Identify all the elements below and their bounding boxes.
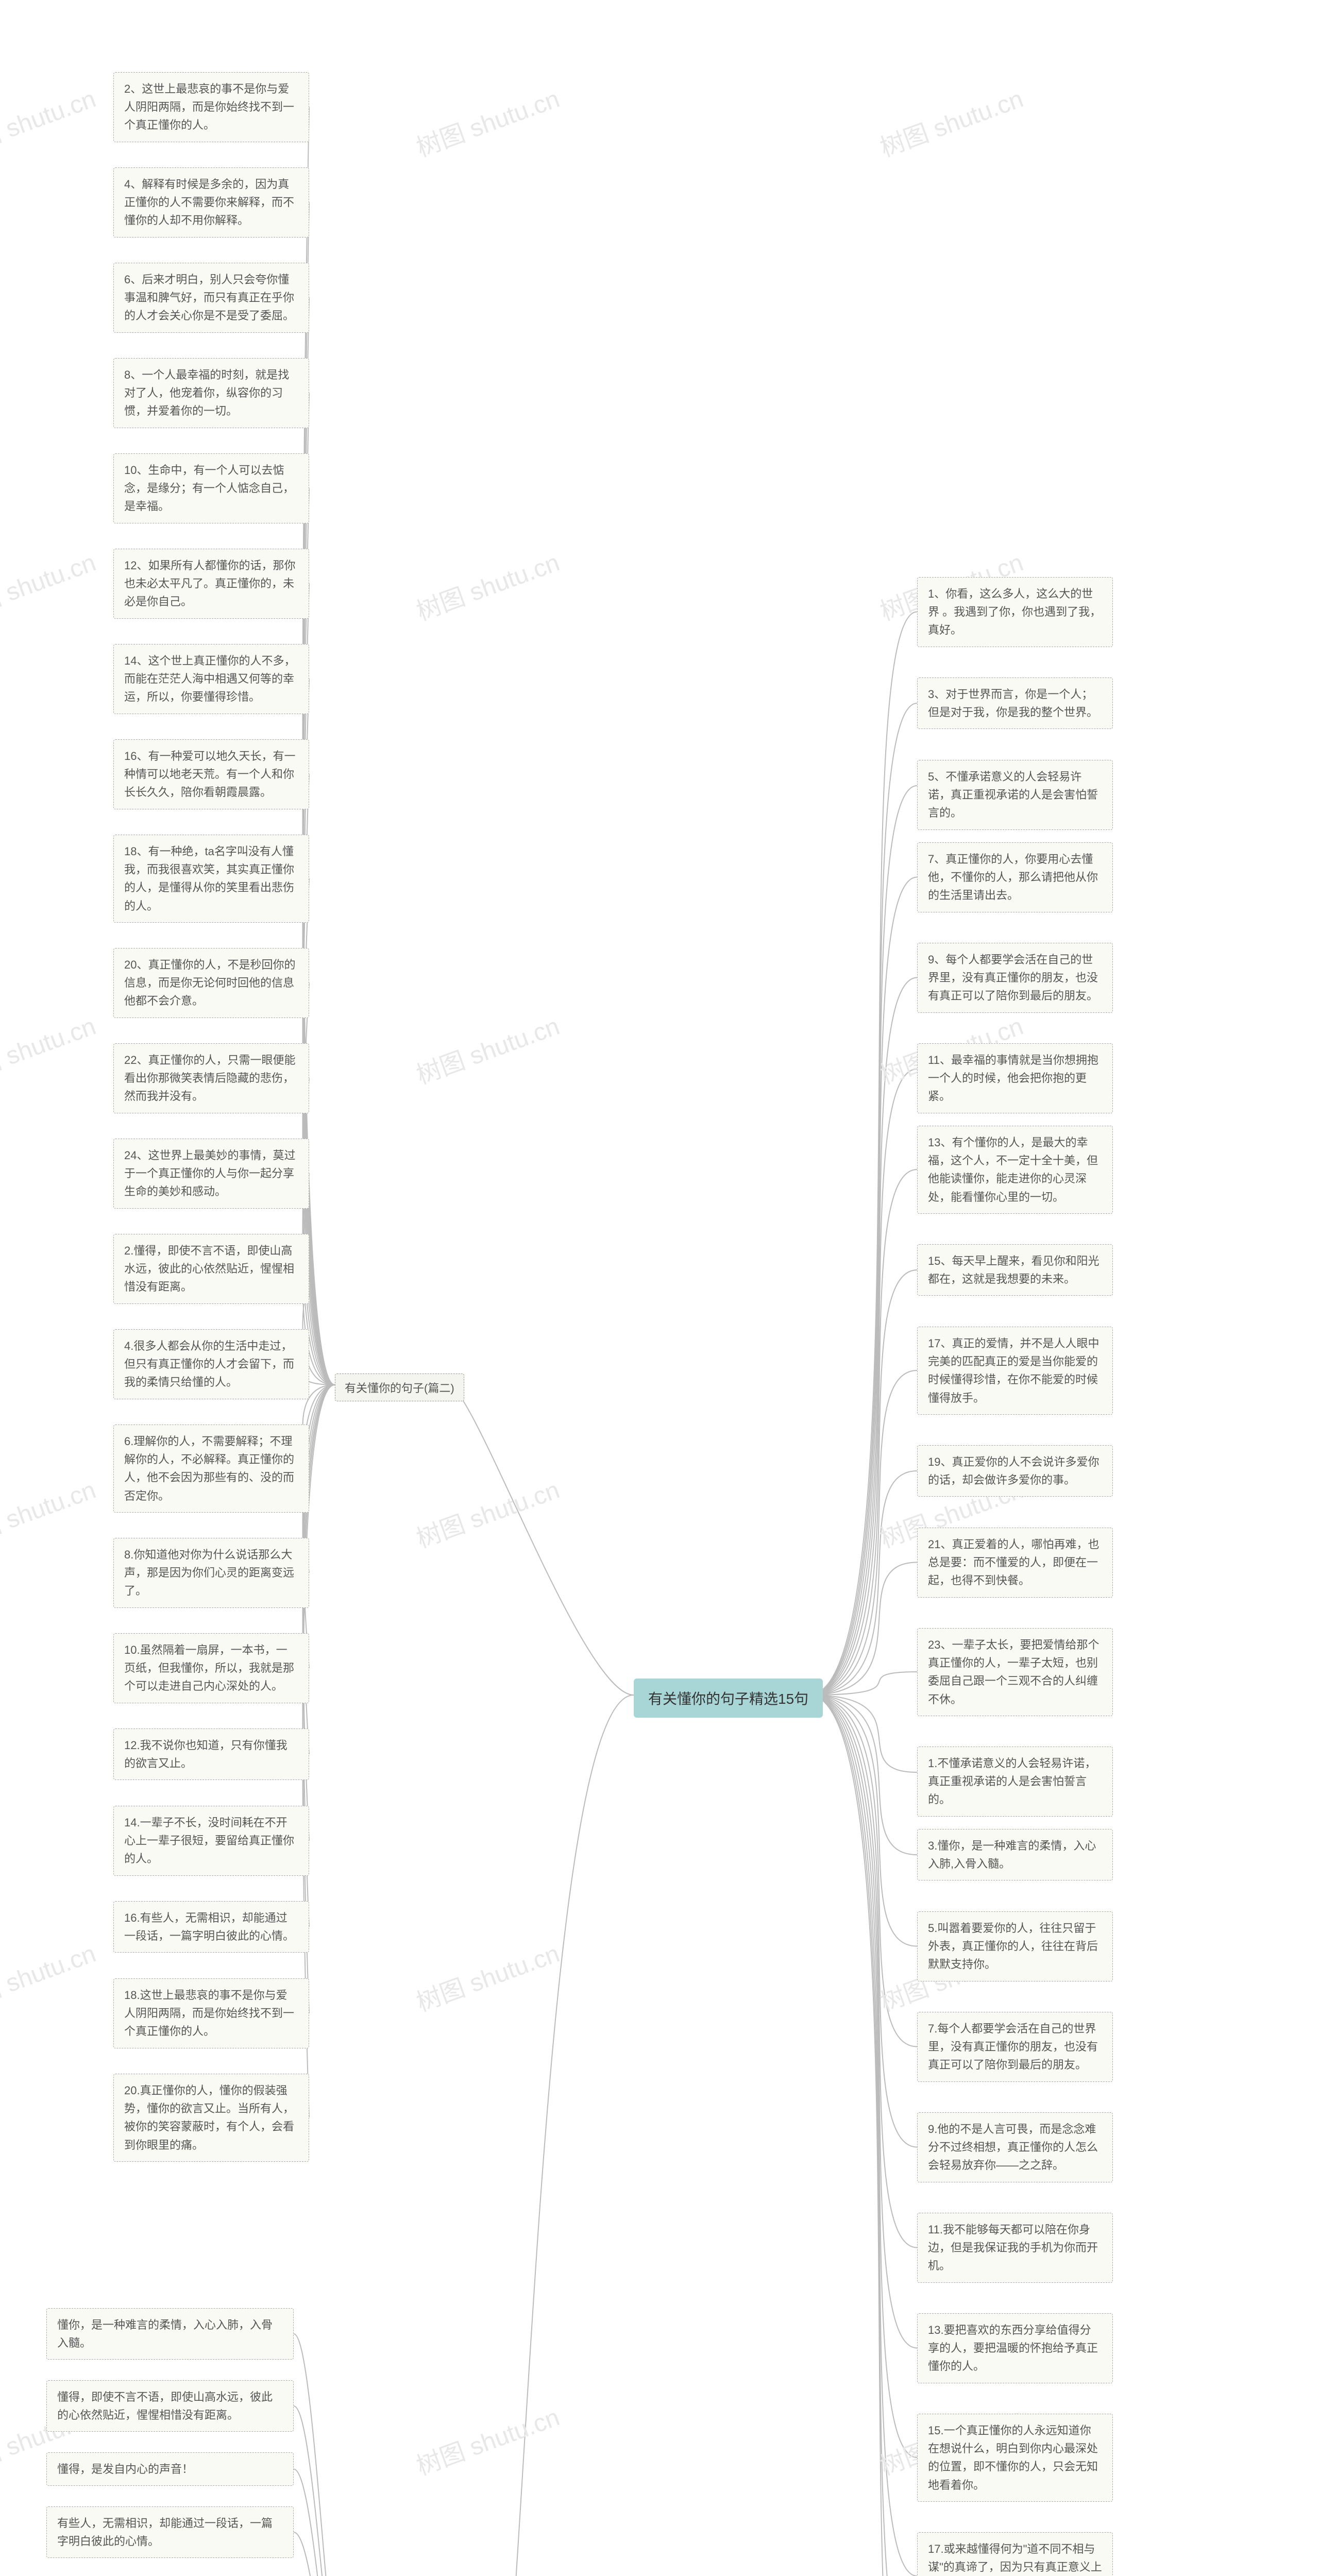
leaf-node: 4.很多人都会从你的生活中走过，但只有真正懂你的人才会留下，而我的柔情只给懂的人…: [113, 1329, 309, 1399]
leaf-node: 21、真正爱着的人，哪怕再难，也总是要：而不懂爱的人，即便在一起，也得不到快餐。: [917, 1528, 1113, 1598]
leaf-node: 2.懂得，即使不言不语，即使山高水远，彼此的心依然贴近，惺惺相惜没有距离。: [113, 1234, 309, 1304]
leaf-node: 17.或来越懂得何为"道不同不相与谋"的真谛了，因为只有真正意义上懂你支持你的人…: [917, 2532, 1113, 2576]
leaf-node: 18.这世上最悲哀的事不是你与爱人阴阳两隔，而是你始终找不到一个真正懂你的人。: [113, 1978, 309, 2048]
leaf-node: 22、真正懂你的人，只需一眼便能看出你那微笑表情后隐藏的悲伤，然而我并没有。: [113, 1043, 309, 1113]
leaf-node: 10.虽然隔着一扇屏，一本书，一页纸，但我懂你，所以，我就是那个可以走进自己内心…: [113, 1633, 309, 1703]
leaf-node: 12.我不说你也知道，只有你懂我的欲言又止。: [113, 1728, 309, 1780]
leaf-node: 19、真正爱你的人不会说许多爱你的话，却会做许多爱你的事。: [917, 1445, 1113, 1497]
leaf-node: 11、最幸福的事情就是当你想拥抱一个人的时候，他会把你抱的更紧。: [917, 1043, 1113, 1113]
leaf-node: 懂你，是一种难言的柔情，入心入肺，入骨入髓。: [46, 2308, 294, 2360]
leaf-node: 7.每个人都要学会活在自己的世界里，没有真正懂你的朋友，也没有真正可以了陪你到最…: [917, 2012, 1113, 2082]
leaf-node: 9、每个人都要学会活在自己的世界里，没有真正懂你的朋友，也没有真正可以了陪你到最…: [917, 943, 1113, 1013]
leaf-node: 13.要把喜欢的东西分享给值得分享的人，要把温暖的怀抱给予真正懂你的人。: [917, 2313, 1113, 2383]
mindmap-canvas: 有关懂你的句子精选15句 1、你看，这么多人，这么大的世界 。我遇到了你，你也遇到…: [0, 0, 1319, 2576]
leaf-node: 16.有些人，无需相识，却能通过一段话，一篇字明白彼此的心情。: [113, 1901, 309, 1953]
branch-label: 有关懂你的句子(篇二): [335, 1374, 464, 1401]
leaf-node: 8.你知道他对你为什么说话那么大声，那是因为你们心灵的距离变远了。: [113, 1538, 309, 1608]
leaf-node: 13、有个懂你的人，是最大的幸福，这个人，不一定十全十美，但他能读懂你，能走进你…: [917, 1126, 1113, 1214]
leaf-node: 17、真正的爱情，并不是人人眼中完美的匹配真正的爱是当你能爱的时候懂得珍惜，在你…: [917, 1327, 1113, 1415]
leaf-node: 1.不懂承诺意义的人会轻易许诺，真正重视承诺的人是会害怕誓言的。: [917, 1747, 1113, 1817]
leaf-node: 11.我不能够每天都可以陪在你身边，但是我保证我的手机为你而开机。: [917, 2213, 1113, 2283]
leaf-node: 18、有一种绝，ta名字叫没有人懂我，而我很喜欢笑，其实真正懂你的人，是懂得从你…: [113, 835, 309, 923]
leaf-node: 3.懂你，是一种难言的柔情，入心入肺,入骨入髓。: [917, 1829, 1113, 1880]
leaf-node: 16、有一种爱可以地久天长，有一种情可以地老天荒。有一个人和你长长久久，陪你看朝…: [113, 739, 309, 809]
leaf-node: 23、一辈子太长，要把爱情给那个真正懂你的人，一辈子太短，也别委屈自己跟一个三观…: [917, 1628, 1113, 1716]
leaf-node: 12、如果所有人都懂你的话，那你也未必太平凡了。真正懂你的，未必是你自己。: [113, 549, 309, 619]
leaf-node: 14、这个世上真正懂你的人不多，而能在茫茫人海中相遇又何等的幸运，所以，你要懂得…: [113, 644, 309, 714]
leaf-node: 24、这世界上最美妙的事情，莫过于一个真正懂你的人与你一起分享生命的美妙和感动。: [113, 1139, 309, 1209]
leaf-node: 懂得，是发自内心的声音！: [46, 2452, 294, 2486]
root-node: 有关懂你的句子精选15句: [634, 1679, 823, 1718]
leaf-node: 6、后来才明白，别人只会夸你懂事温和脾气好，而只有真正在乎你的人才会关心你是不是…: [113, 263, 309, 333]
leaf-node: 14.一辈子不长，没时间耗在不开心上一辈子很短，要留给真正懂你的人。: [113, 1806, 309, 1876]
leaf-node: 10、生命中，有一个人可以去惦念，是缘分；有一个人惦念自己，是幸福。: [113, 453, 309, 523]
leaf-node: 7、真正懂你的人，你要用心去懂他，不懂你的人，那么请把他从你的生活里请出去。: [917, 842, 1113, 912]
leaf-node: 5.叫嚣着要爱你的人，往往只留于外表，真正懂你的人，往往在背后默默支持你。: [917, 1911, 1113, 1981]
leaf-node: 15、每天早上醒来，看见你和阳光都在，这就是我想要的未来。: [917, 1244, 1113, 1296]
leaf-node: 15.一个真正懂你的人永远知道你在想说什么，明白到你内心最深处的位置，即不懂你的…: [917, 2414, 1113, 2502]
leaf-node: 20.真正懂你的人，懂你的假装强势，懂你的欲言又止。当所有人，被你的笑容蒙蔽时，…: [113, 2074, 309, 2162]
leaf-node: 9.他的不是人言可畏，而是念念难分不过终相想，真正懂你的人怎么会轻易放弃你——之…: [917, 2112, 1113, 2182]
leaf-node: 懂得，即使不言不语，即使山高水远，彼此的心依然贴近，惺惺相惜没有距离。: [46, 2380, 294, 2432]
leaf-node: 1、你看，这么多人，这么大的世界 。我遇到了你，你也遇到了我，真好。: [917, 577, 1113, 647]
leaf-node: 20、真正懂你的人，不是秒回你的信息，而是你无论何时回他的信息他都不会介意。: [113, 948, 309, 1018]
leaf-node: 4、解释有时候是多余的，因为真正懂你的人不需要你来解释，而不懂你的人却不用你解释…: [113, 167, 309, 238]
leaf-node: 8、一个人最幸福的时刻，就是找对了人，他宠着你，纵容你的习惯，并爱着你的一切。: [113, 358, 309, 428]
leaf-node: 有些人，无需相识，却能通过一段话，一篇字明白彼此的心情。: [46, 2506, 294, 2558]
leaf-node: 5、不懂承诺意义的人会轻易许诺，真正重视承诺的人是会害怕誓言的。: [917, 760, 1113, 830]
leaf-node: 6.理解你的人，不需要解释；不理解你的人，不必解释。真正懂你的人，他不会因为那些…: [113, 1425, 309, 1513]
leaf-node: 2、这世上最悲哀的事不是你与爱人阴阳两隔，而是你始终找不到一个真正懂你的人。: [113, 72, 309, 142]
leaf-node: 3、对于世界而言，你是一个人；但是对于我，你是我的整个世界。: [917, 677, 1113, 729]
